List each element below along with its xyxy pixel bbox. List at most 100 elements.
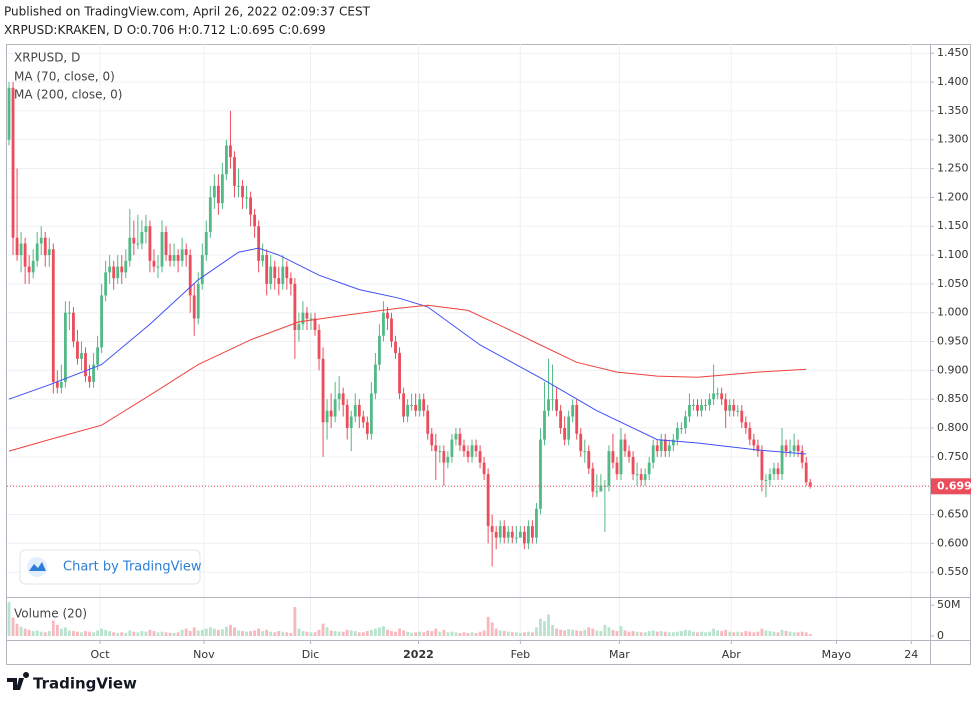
volume-bar [361, 632, 365, 636]
candle-body [539, 439, 542, 509]
volume-bar [474, 632, 478, 636]
volume-bar [603, 624, 607, 636]
candle-body [281, 266, 285, 284]
ohlc-value: 0.706 [140, 23, 174, 37]
volume-bar [635, 631, 639, 636]
candle-body [277, 278, 281, 284]
volume-bar [132, 631, 136, 636]
candle-body [128, 237, 132, 261]
candle-body [547, 399, 550, 411]
volume-bar [27, 629, 31, 636]
volume-bar [446, 632, 450, 636]
volume-bar [51, 620, 55, 636]
volume-bar [325, 627, 329, 636]
candle-body [434, 445, 438, 452]
candle-body [756, 445, 760, 452]
volume-bar [104, 629, 108, 636]
y-tick-label: 0.600 [937, 536, 969, 549]
volume-bar [772, 631, 776, 636]
candle-body [760, 451, 764, 480]
volume-bar [35, 630, 39, 636]
volume-bar [643, 632, 647, 636]
volume-bar [152, 631, 156, 636]
volume-bar [410, 632, 414, 636]
candle-body [172, 255, 176, 261]
candle-body [466, 451, 470, 457]
candle-body [164, 231, 168, 256]
x-tick-label: Feb [511, 648, 530, 661]
volume-bar [784, 631, 788, 636]
candle-body [764, 479, 768, 481]
volume-bar [615, 631, 619, 636]
volume-bar [43, 632, 47, 636]
x-tick-label: 2022 [403, 648, 434, 661]
candle-body [245, 197, 248, 199]
volume-bar [559, 629, 563, 636]
volume-bar [39, 631, 43, 636]
volume-bar [313, 632, 317, 636]
volume-bar [764, 630, 768, 636]
volume-bar [289, 632, 293, 636]
candle-body [192, 295, 196, 319]
y-tick-label: 0.650 [937, 508, 969, 521]
candle-body [140, 231, 144, 244]
candle-body [551, 399, 554, 401]
volume-bar [675, 631, 679, 636]
candle-body [72, 312, 75, 342]
y-tick-label: 0.950 [937, 335, 969, 348]
candle-body [124, 260, 128, 273]
volume-bar [414, 632, 418, 636]
volume-bar [237, 630, 240, 636]
volume-bar [188, 631, 192, 636]
candle-body [442, 451, 446, 463]
volume-bar [402, 630, 405, 636]
candle-body [15, 237, 19, 256]
volume-bar [301, 631, 305, 636]
volume-bar [100, 628, 104, 636]
candle-body [345, 404, 349, 429]
candle-body [663, 439, 667, 452]
volume-bar [176, 632, 180, 636]
volume-bar [760, 628, 764, 636]
volume-bar [144, 631, 148, 636]
volume-bar [663, 631, 667, 636]
candle-body [144, 226, 148, 232]
candle-body [784, 445, 788, 452]
candle-body [752, 439, 756, 446]
volume-bar [716, 630, 720, 636]
y-tick-label: 1.000 [937, 306, 969, 319]
candle-body [84, 353, 87, 377]
candle-body [249, 197, 252, 215]
candle-body [196, 283, 200, 319]
candle-body [748, 428, 752, 440]
volume-bar [196, 630, 200, 636]
candle-body [543, 410, 546, 440]
candle-body [59, 381, 63, 388]
candle-body [567, 416, 571, 440]
volume-bar [80, 632, 83, 636]
volume-bar [273, 632, 277, 636]
volume-bar [297, 628, 301, 636]
volume-bar [19, 626, 23, 636]
candle-body [365, 422, 369, 434]
volume-bar [607, 627, 611, 636]
candle-body [241, 185, 244, 198]
candle-body [450, 439, 454, 457]
volume-bar [59, 628, 63, 636]
candle-body [333, 399, 337, 417]
candle-body [112, 266, 116, 279]
candle-body [426, 410, 430, 434]
volume-bar [804, 632, 808, 636]
candle-body [176, 255, 180, 261]
candle-body [607, 451, 611, 486]
candle-body [422, 399, 426, 411]
candle-body [587, 451, 591, 469]
candle-body [639, 474, 643, 480]
volume-bar [551, 624, 554, 636]
candle-body [796, 445, 800, 452]
candle-body [309, 318, 313, 320]
y-tick-label: 1.050 [937, 277, 969, 290]
candle-body [704, 404, 707, 406]
volume-bar [478, 631, 482, 636]
volume-bar [800, 631, 804, 636]
